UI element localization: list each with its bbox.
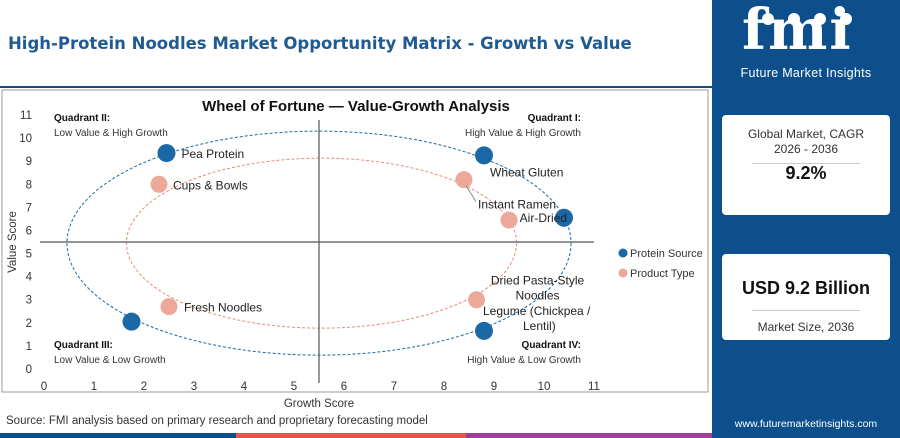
x-tick-label: 4 (241, 381, 248, 393)
cagr-label: Global Market, CAGR 2026 - 2036 (747, 127, 865, 156)
y-tick-label: 5 (26, 249, 32, 261)
chart-title: Wheel of Fortune — Value-Growth Analysis (202, 98, 510, 115)
opportunity-matrix-chart: Wheel of Fortune — Value-Growth Analysis… (1, 89, 709, 410)
legend-marker-protein-source (618, 248, 628, 258)
quadrant-title: Quadrant IV: (522, 340, 581, 351)
y-tick-label: 7 (26, 202, 32, 214)
data-label: Cups & Bowls (173, 178, 248, 192)
x-tick-label: 7 (391, 381, 397, 393)
x-tick-label: 3 (191, 381, 197, 393)
quadrant-title: Quadrant II: (54, 113, 110, 124)
quadrant-description: High Value & High Growth (465, 128, 581, 139)
x-tick-label: 6 (341, 381, 347, 393)
market-size-card: USD 9.2 Billion Market Size, 2036 (722, 254, 890, 340)
data-point-protein-source (122, 312, 141, 331)
legend-marker-product-type (618, 268, 628, 278)
quadrant-description: Low Value & High Growth (54, 128, 168, 139)
fmi-logo[interactable]: fmi Future Market Insights (712, 0, 900, 92)
sidebar: fmi Future Market Insights Global Market… (712, 0, 900, 438)
inner-ring (126, 157, 517, 329)
website-link[interactable]: www.futuremarketinsights.com (734, 418, 878, 430)
logo-icons (762, 13, 852, 25)
label-leader-line (465, 185, 477, 202)
y-tick-label: 9 (26, 156, 32, 168)
x-tick-label: 5 (291, 381, 297, 393)
bottom-bar-seg-1 (0, 433, 236, 438)
data-point-protein-source (475, 146, 493, 165)
x-tick-label: 9 (491, 381, 497, 393)
data-point-product-type (150, 175, 168, 193)
header: High-Protein Noodles Market Opportunity … (0, 0, 712, 88)
data-label: Instant Ramen (478, 198, 556, 212)
data-point-protein-source (555, 208, 573, 227)
data-point-protein-source (475, 321, 493, 340)
y-tick-label: 11 (20, 110, 32, 122)
y-tick-label: 0 (26, 364, 32, 376)
legend-label: Protein Source (630, 248, 703, 260)
x-axis-title: Growth Score (284, 398, 354, 410)
card-divider (752, 310, 860, 311)
data-label: Air-Dried (520, 211, 567, 225)
x-tick-label: 10 (538, 381, 551, 393)
data-label: Fresh Noodles (184, 301, 262, 315)
data-point-product-type (468, 291, 485, 309)
logo-text: fmi (742, 0, 853, 63)
bottom-bar-seg-2 (236, 433, 466, 438)
chart-frame (1, 89, 709, 393)
cagr-card: Global Market, CAGR 2026 - 2036 9.2% (722, 115, 890, 215)
data-label-line: Dried Pasta-Style (491, 274, 585, 288)
data-label: Dried Pasta-Style Noodles (491, 274, 585, 303)
x-tick-label: 0 (41, 381, 47, 393)
y-tick-label: 2 (26, 318, 32, 330)
quadrant-title: Quadrant III: (54, 340, 113, 351)
market-size-value: USD 9.2 Billion (741, 278, 871, 298)
title-divider (0, 86, 712, 88)
data-label-line: Legume (Chickpea / (483, 304, 591, 318)
data-label: Wheat Gluten (490, 165, 563, 179)
cagr-value: 9.2% (785, 163, 827, 183)
y-tick-label: 4 (26, 272, 33, 284)
y-tick-label: 10 (19, 133, 32, 145)
x-tick-label: 8 (441, 381, 447, 393)
data-label-line: Lentil) (523, 319, 556, 333)
x-tick-label: 2 (141, 381, 147, 393)
y-tick-label: 3 (26, 295, 32, 307)
page-title: High-Protein Noodles Market Opportunity … (8, 34, 632, 53)
data-label: Pea Protein (182, 147, 245, 161)
quadrant-description: High Value & Low Growth (467, 355, 581, 366)
legend-label: Product Type (630, 268, 695, 280)
y-axis-title: Value Score (7, 211, 19, 273)
data-point-product-type (160, 298, 178, 316)
data-label: Legume (Chickpea / Lentil) (483, 304, 591, 333)
y-tick-label: 6 (26, 225, 32, 237)
quadrant-title: Quadrant I: (528, 113, 581, 124)
logo-subtitle: Future Market Insights (740, 66, 872, 80)
data-label-line: Noodles (515, 289, 559, 303)
card-divider (752, 163, 860, 164)
y-tick-label: 1 (26, 341, 32, 353)
data-point-product-type (455, 171, 473, 189)
x-tick-label: 11 (588, 381, 600, 393)
market-size-label: Market Size, 2036 (757, 320, 855, 334)
source-note: Source: FMI analysis based on primary re… (6, 415, 428, 427)
y-tick-label: 8 (26, 179, 32, 191)
data-point-product-type (500, 211, 518, 229)
bottom-bar-seg-3 (466, 433, 712, 438)
quadrant-description: Low Value & Low Growth (54, 355, 166, 366)
data-point-protein-source (157, 144, 176, 163)
x-tick-label: 1 (91, 381, 97, 393)
